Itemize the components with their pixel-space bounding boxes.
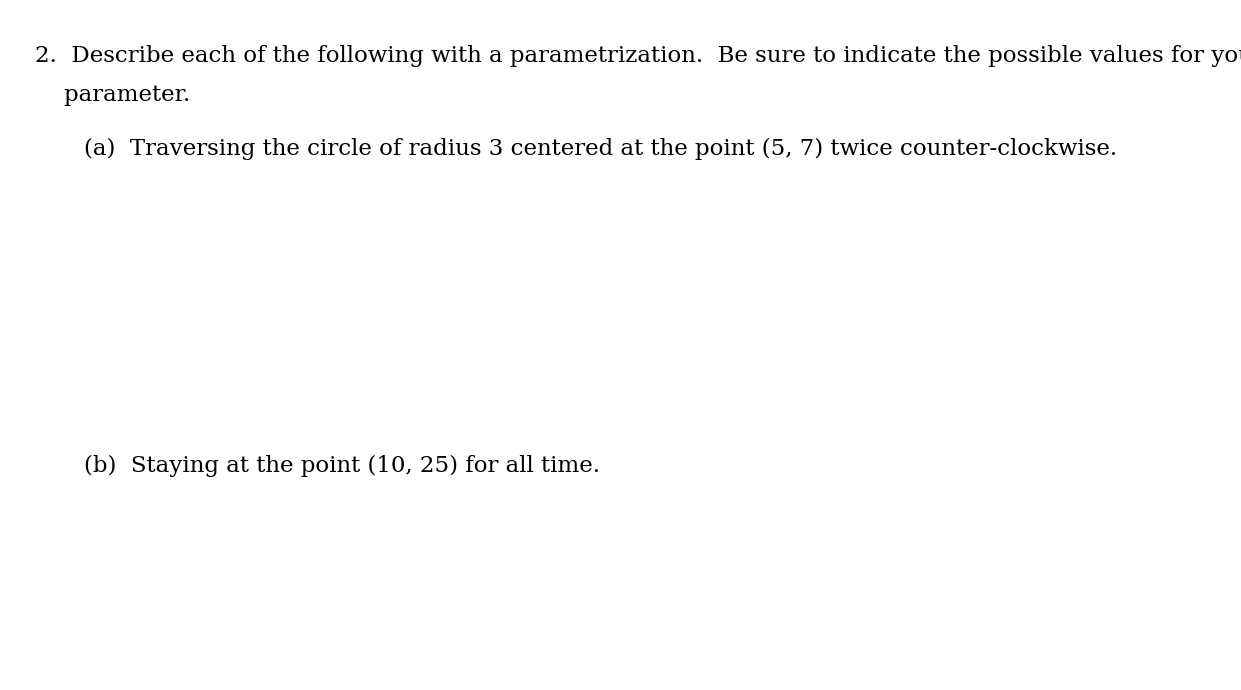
Text: (a)  Traversing the circle of radius 3 centered at the point (5, 7) twice counte: (a) Traversing the circle of radius 3 ce… <box>84 138 1117 160</box>
Text: (b)  Staying at the point (10, 25) for all time.: (b) Staying at the point (10, 25) for al… <box>84 455 601 477</box>
Text: parameter.: parameter. <box>35 84 190 106</box>
Text: 2.  Describe each of the following with a parametrization.  Be sure to indicate : 2. Describe each of the following with a… <box>35 45 1241 67</box>
